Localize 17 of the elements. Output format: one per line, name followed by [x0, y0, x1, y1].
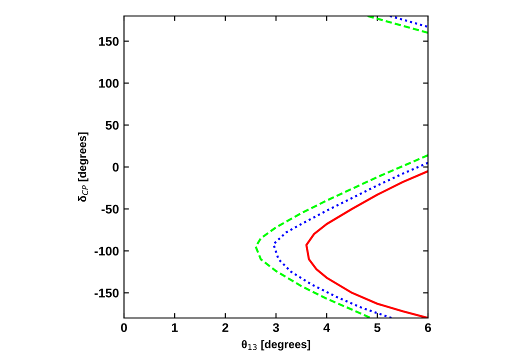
x-tick-label: 6 [424, 323, 432, 332]
y-axis-title: δ$_{CP}$ [degrees] [78, 132, 88, 202]
x-tick-label: 0 [121, 323, 127, 332]
y-tick-label: 0 [112, 162, 119, 172]
y-tick-label: -150 [94, 288, 119, 298]
y-tick-label: 150 [99, 36, 119, 46]
x-tick-label: 5 [374, 323, 380, 332]
x-tick-label: 1 [172, 323, 178, 332]
y-tick-label: 100 [99, 78, 119, 88]
x-tick-label: 2 [222, 323, 228, 332]
x-tick-label: 4 [323, 323, 330, 332]
y-tick-label: -100 [94, 246, 119, 256]
y-tick-label: -50 [102, 204, 119, 214]
x-axis-title: θ$_{13}$ [degrees] [242, 340, 310, 350]
y-tick-label: 50 [106, 120, 119, 130]
x-tick-label: 3 [272, 323, 280, 332]
line-series [305, 170, 428, 318]
